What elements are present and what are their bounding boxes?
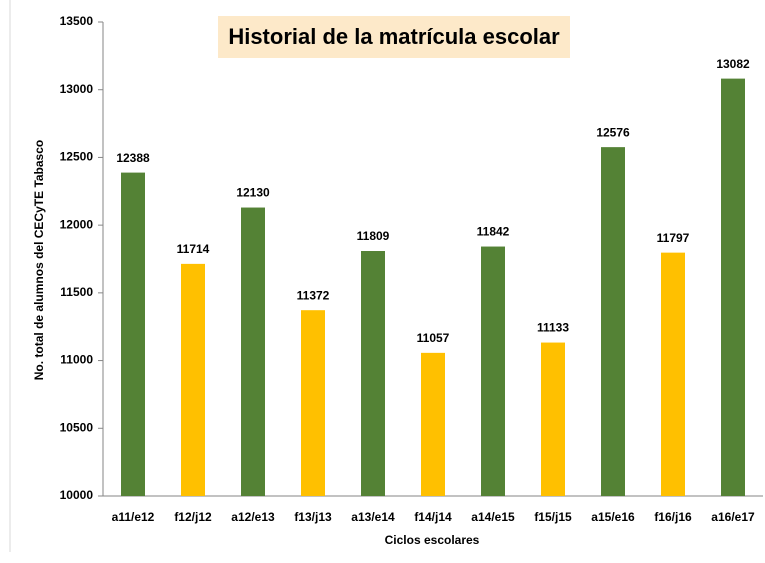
bar: [301, 310, 325, 496]
x-tick-label: f16/j16: [654, 510, 692, 524]
title-box: [218, 16, 570, 58]
x-axis-label: Ciclos escolares: [385, 533, 480, 547]
y-tick-label: 11000: [60, 353, 93, 367]
x-tick-label: a11/e12: [112, 510, 155, 524]
y-tick-label: 11500: [60, 285, 93, 299]
bar: [121, 172, 145, 497]
value-label: 11797: [657, 231, 690, 245]
value-label: 11714: [177, 242, 210, 256]
bar: [181, 263, 205, 496]
x-tick-label: f15/j15: [534, 510, 572, 524]
x-tick-label: a12/e13: [231, 510, 275, 524]
x-tick-label: a15/e16: [591, 510, 635, 524]
bar: [421, 352, 445, 496]
value-label: 11057: [417, 331, 450, 345]
y-tick-label: 12500: [60, 150, 94, 164]
value-label: 12388: [116, 151, 150, 165]
bar: [541, 342, 565, 496]
chart-title: Historial de la matrícula escolar: [228, 24, 560, 49]
bar: [661, 252, 685, 496]
value-label: 12130: [236, 186, 270, 200]
bar: [721, 78, 745, 497]
x-tick-label: a14/e15: [471, 510, 515, 524]
value-label: 11133: [537, 321, 569, 335]
bar: [601, 147, 625, 497]
value-label: 12576: [596, 125, 630, 139]
value-label: 11372: [297, 288, 330, 302]
y-tick-label: 13000: [60, 82, 94, 96]
x-tick-label: f14/j14: [414, 510, 452, 524]
y-tick-label: 10500: [60, 420, 94, 434]
value-label: 13082: [716, 57, 750, 71]
x-tick-label: f13/j13: [294, 510, 332, 524]
y-tick-label: 12000: [60, 217, 94, 231]
value-label: 11809: [357, 229, 390, 243]
bar: [361, 251, 385, 496]
x-tick-label: a16/e17: [711, 510, 755, 524]
bar: [241, 207, 265, 496]
x-tick-label: f12/j12: [174, 510, 212, 524]
value-label: 11842: [477, 225, 510, 239]
x-tick-label: a13/e14: [351, 510, 395, 524]
bar: [481, 246, 505, 496]
y-tick-label: 13500: [60, 14, 94, 28]
y-tick-label: 10000: [60, 488, 94, 502]
y-axis-label: No. total de alumnos del CECyTE Tabasco: [32, 140, 46, 381]
